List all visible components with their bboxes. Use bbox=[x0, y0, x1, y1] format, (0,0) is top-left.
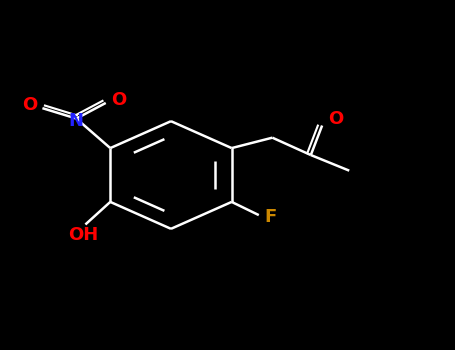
Text: O: O bbox=[22, 96, 37, 114]
Text: OH: OH bbox=[68, 226, 98, 244]
Text: O: O bbox=[328, 110, 344, 128]
Text: N: N bbox=[69, 112, 84, 130]
Text: O: O bbox=[111, 91, 126, 109]
Text: F: F bbox=[264, 208, 276, 226]
